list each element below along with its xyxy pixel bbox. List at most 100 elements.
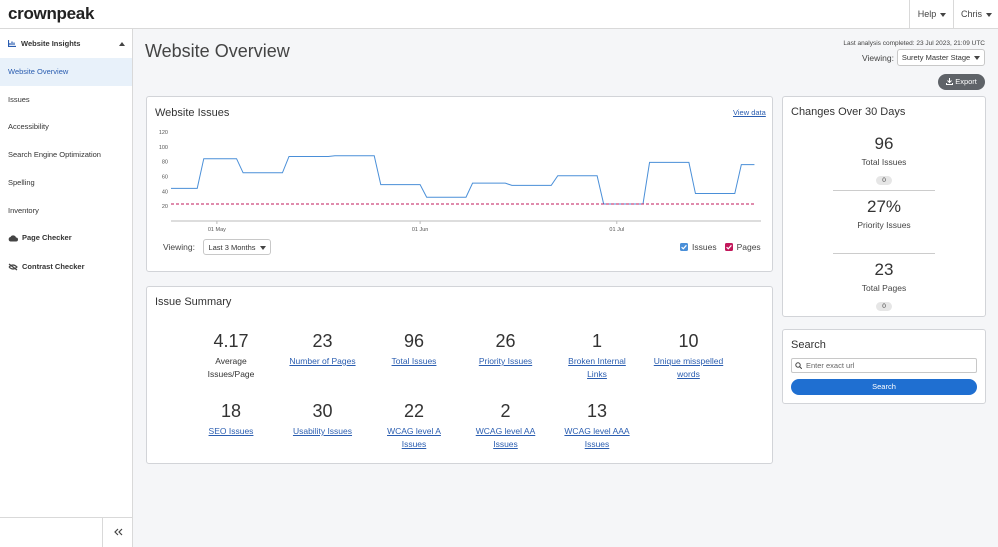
search-placeholder: Enter exact url (806, 361, 855, 370)
contrast-checker[interactable]: Contrast Checker (0, 253, 132, 281)
change-label: Total Issues (861, 157, 907, 167)
search-input[interactable]: Enter exact url (791, 358, 977, 373)
contrast-icon (8, 263, 18, 271)
section-label: Website Insights (21, 39, 81, 48)
legend-label: Pages (736, 242, 761, 252)
legend-checkbox[interactable] (680, 243, 688, 251)
stat-value: 13 (586, 401, 608, 421)
legend-checkbox[interactable] (724, 243, 733, 251)
page-checker[interactable]: Page Checker (0, 224, 132, 252)
site-select[interactable]: Surety Master Stage (897, 49, 985, 66)
stat: 2 WCAG level AA Issues (466, 401, 546, 450)
view-data-link[interactable]: View data (733, 108, 766, 117)
summary-card: Issue Summary 4.17 Average Issues/Page 23 N… (146, 286, 773, 464)
range-value: Last 3 Months (208, 243, 256, 252)
stat: 18 SEO Issues (191, 401, 271, 438)
tool-label: Contrast Checker (22, 262, 85, 271)
page-title: Website Overview (145, 41, 290, 61)
stat-label[interactable]: Number of Pages (289, 356, 356, 366)
stat-label[interactable]: WCAG level A Issues (387, 426, 441, 449)
change-badge-row: 0 (783, 169, 985, 187)
logo[interactable]: crownpeak (8, 4, 95, 23)
user-menu[interactable]: Chris (953, 0, 998, 28)
chart: 20 40 60 80 100 120 01 May 01 Jun 01 Jul (159, 130, 761, 233)
caret (986, 12, 992, 17)
stat-value: 30 (312, 401, 333, 421)
sidebar-section[interactable]: Website Insights (0, 30, 132, 58)
stat-label[interactable]: Broken Internal Links (568, 356, 626, 379)
y-tick-label: 40 (162, 189, 168, 195)
caret-up (119, 42, 125, 46)
stat-value: 4.17 (213, 331, 249, 351)
stat-value: 22 (403, 401, 425, 421)
top-bar: crownpeak Help Chris (0, 0, 998, 29)
card-title: Search (791, 339, 826, 351)
stat-label[interactable]: Total Issues (391, 356, 437, 366)
legend-label: Issues (692, 242, 717, 252)
viewing-label: Viewing: (862, 53, 894, 63)
card-title: Issue Summary (155, 296, 232, 308)
search-icon (795, 362, 802, 369)
legend-item[interactable]: Pages (724, 242, 761, 252)
stat-value: 1 (591, 331, 602, 351)
stat-value: 2 (500, 401, 511, 421)
stat: 22 WCAG level A Issues (374, 401, 454, 450)
change-badge: 0 (876, 176, 892, 185)
change-badge: 0 (876, 302, 892, 311)
y-tick-label: 60 (162, 175, 168, 181)
stat-value: 96 (403, 331, 425, 351)
stat: 4.17 Average Issues/Page (191, 331, 271, 380)
change-value: 27% (866, 197, 902, 216)
stat-value: 26 (495, 331, 516, 351)
stat: 10 Unique misspelled words (649, 331, 729, 380)
stat-label: Average Issues/Page (207, 356, 255, 379)
stat: 13 WCAG level AAA Issues (557, 401, 637, 450)
chart-icon (8, 40, 16, 47)
x-tick-label: 01 Jul (609, 227, 624, 233)
stat: 96 Total Issues (374, 331, 454, 368)
y-tick-label: 100 (159, 145, 168, 151)
stat-label[interactable]: Usability Issues (292, 426, 353, 436)
sidebar-item[interactable]: Inventory (8, 205, 39, 215)
sidebar-item[interactable]: Website Overview (0, 58, 132, 86)
last-analysis: Last analysis completed: 23 Jul 2023, 21… (843, 40, 985, 47)
stat: 26 Priority Issues (466, 331, 546, 368)
range-select[interactable]: Last 3 Months (203, 239, 271, 255)
check (725, 244, 732, 250)
change-value: 23 (874, 260, 894, 279)
export-label: Export (955, 77, 977, 86)
help-menu[interactable]: Help (909, 0, 954, 28)
search-button[interactable]: Search (791, 379, 977, 395)
chevrons-icon (113, 528, 122, 536)
caret (940, 12, 947, 17)
changes-card: Changes Over 30 Days 96 Total Issues 0 27% P… (782, 96, 986, 317)
user-label: Chris (960, 9, 982, 19)
tool-label: Page Checker (22, 233, 72, 242)
y-tick-label: 120 (159, 130, 168, 136)
stat-label[interactable]: Unique misspelled words (653, 356, 724, 379)
change-badge-row: 0 (783, 295, 985, 313)
legend-item[interactable]: Issues (680, 242, 717, 252)
sidebar-item[interactable]: Spelling (8, 177, 35, 187)
search-card: Search Enter exact url Search (782, 329, 986, 404)
sidebar-item[interactable]: Search Engine Optimization (8, 150, 101, 160)
caret (974, 56, 981, 61)
site-select-value: Surety Master Stage (901, 53, 971, 62)
sidebar-item[interactable]: Accessibility (8, 122, 49, 132)
sidebar-item[interactable]: Issues (8, 94, 30, 104)
change-label: Total Pages (861, 283, 907, 293)
stat: 30 Usability Issues (283, 401, 363, 438)
stat-label[interactable]: SEO Issues (208, 426, 254, 436)
stat-value: 23 (312, 331, 333, 351)
issues-card: Website Issues View data 20 40 60 80 100 120 0… (146, 96, 773, 272)
sidebar: Website Insights Website Overview Issues A… (0, 29, 133, 547)
range-label: Viewing: (163, 242, 195, 252)
export-button[interactable]: Export (938, 74, 985, 90)
stat-label[interactable]: WCAG level AAA Issues (564, 426, 630, 449)
card-title: Changes Over 30 Days (791, 106, 906, 118)
collapse-button[interactable] (102, 518, 133, 547)
stat-value: 18 (220, 401, 242, 421)
stat-label[interactable]: WCAG level AA Issues (475, 426, 536, 449)
stat-label[interactable]: Priority Issues (478, 356, 533, 366)
